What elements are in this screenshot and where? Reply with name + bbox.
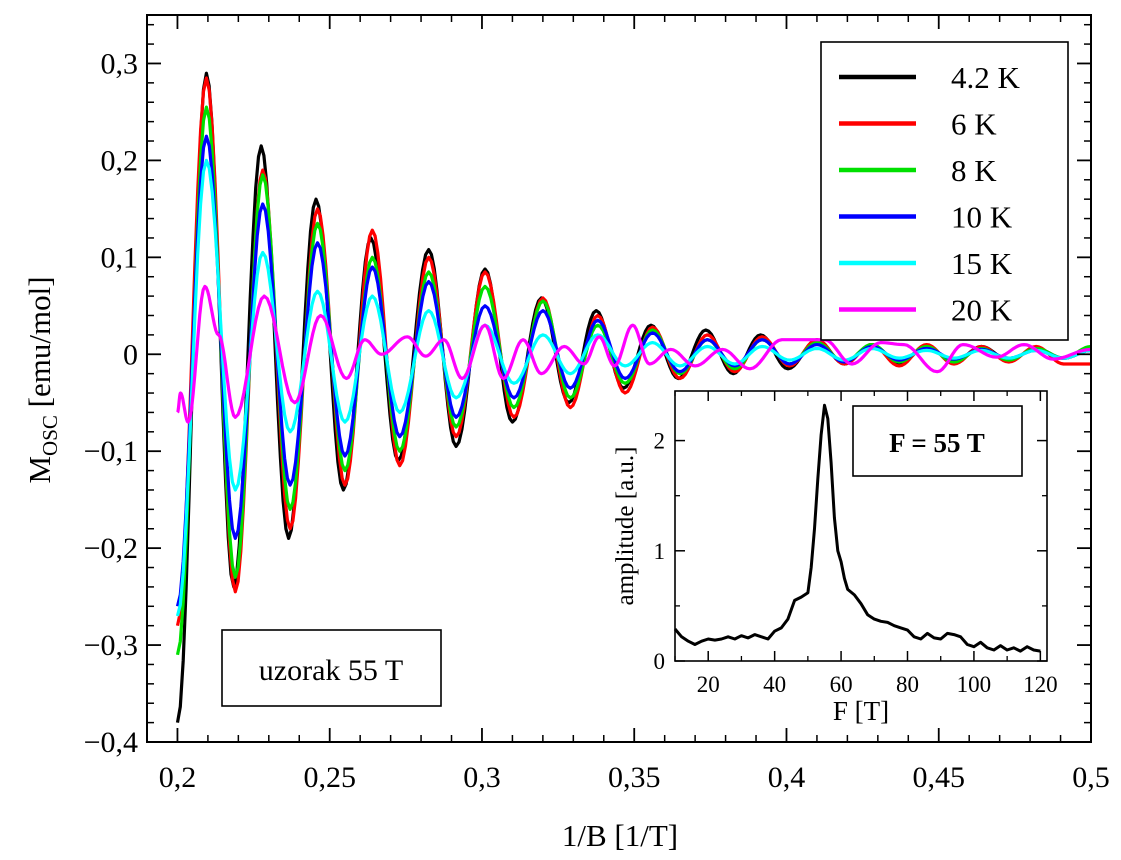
x-tick-label: 0,4 bbox=[768, 761, 806, 794]
inset-x-tick-label: 60 bbox=[830, 672, 853, 697]
x-tick-label: 0,3 bbox=[463, 761, 501, 794]
legend-label: 8 K bbox=[951, 153, 997, 188]
inset-tick-labels: 20 40 60 80 100 120 0 1 2 bbox=[654, 429, 1058, 697]
y-axis-label-main: M bbox=[22, 456, 57, 484]
main-plot: 0,2 0,25 0,3 0,35 0,4 0,45 0,5 −0,4 −0,3 −0,2 −0,1… bbox=[22, 14, 1110, 853]
sample-annotation: uzorak 55 T bbox=[221, 629, 442, 707]
series-line-20-k bbox=[176, 284, 1092, 424]
sample-annotation-box bbox=[221, 629, 442, 707]
inset-series-lines bbox=[673, 403, 1041, 653]
y-tick-label: −0,2 bbox=[84, 532, 138, 565]
inset-x-tick-label: 80 bbox=[896, 672, 919, 697]
inset-spectrum-line bbox=[673, 403, 1041, 653]
legend-label: 6 K bbox=[951, 107, 997, 142]
inset-annotation-text: F = 55 T bbox=[889, 428, 985, 458]
series-line-15-k bbox=[175, 158, 1092, 617]
inset-y-axis-label: amplitude [a.u.] bbox=[612, 447, 639, 606]
x-tick-label: 0,35 bbox=[608, 761, 661, 794]
legend-box bbox=[820, 41, 1069, 341]
legend-label: 10 K bbox=[951, 200, 1013, 235]
main-axis-ticks bbox=[146, 15, 1092, 743]
main-plot-frame bbox=[146, 14, 1092, 743]
main-series-lines bbox=[175, 71, 1092, 723]
inset-plot: 20 40 60 80 100 120 0 1 2 F [T] amplitude [a.u.]… bbox=[612, 390, 1058, 726]
y-tick-label: −0,3 bbox=[84, 629, 138, 662]
inset-frame bbox=[674, 390, 1048, 662]
legend-label: 15 K bbox=[951, 246, 1013, 281]
y-tick-label: 0,3 bbox=[101, 47, 139, 80]
y-tick-label: −0,4 bbox=[84, 726, 138, 759]
inset-x-tick-label: 40 bbox=[763, 672, 786, 697]
y-tick-label: 0,2 bbox=[101, 144, 139, 177]
x-axis-label: 1/B [1/T] bbox=[562, 818, 678, 853]
y-axis-label: MOSC [emu/mol] bbox=[22, 276, 62, 483]
inset-x-tick-label: 120 bbox=[1023, 672, 1058, 697]
inset-y-tick-label: 0 bbox=[654, 649, 666, 674]
x-tick-label: 0,5 bbox=[1072, 761, 1110, 794]
legend-label: 20 K bbox=[951, 293, 1013, 328]
inset-x-tick-label: 100 bbox=[957, 672, 992, 697]
sample-annotation-text: uzorak 55 T bbox=[259, 654, 403, 687]
x-tick-label: 0,2 bbox=[159, 761, 197, 794]
legend: 4.2 K 6 K 8 K 10 K 15 K 20 K bbox=[820, 41, 1069, 341]
legend-items: 4.2 K 6 K 8 K 10 K 15 K 20 K bbox=[839, 60, 1021, 328]
y-tick-label: −0,1 bbox=[84, 435, 138, 468]
inset-x-tick-label: 20 bbox=[697, 672, 720, 697]
inset-y-tick-label: 1 bbox=[654, 539, 666, 564]
inset-x-axis-label: F [T] bbox=[833, 696, 889, 726]
y-tick-label: 0 bbox=[123, 338, 138, 371]
main-tick-labels: 0,2 0,25 0,3 0,35 0,4 0,45 0,5 −0,4 −0,3 −0,2 −0,1… bbox=[84, 47, 1110, 794]
inset-axis-ticks bbox=[674, 391, 1047, 662]
x-tick-label: 0,25 bbox=[303, 761, 356, 794]
y-axis-label-subscript: OSC bbox=[38, 415, 62, 456]
x-tick-label: 0,45 bbox=[912, 761, 965, 794]
legend-label: 4.2 K bbox=[951, 60, 1021, 95]
inset-annotation-box bbox=[852, 405, 1023, 477]
y-tick-label: 0,1 bbox=[101, 241, 139, 274]
y-axis-label-units: [emu/mol] bbox=[22, 276, 57, 415]
inset-y-tick-label: 2 bbox=[654, 429, 666, 454]
